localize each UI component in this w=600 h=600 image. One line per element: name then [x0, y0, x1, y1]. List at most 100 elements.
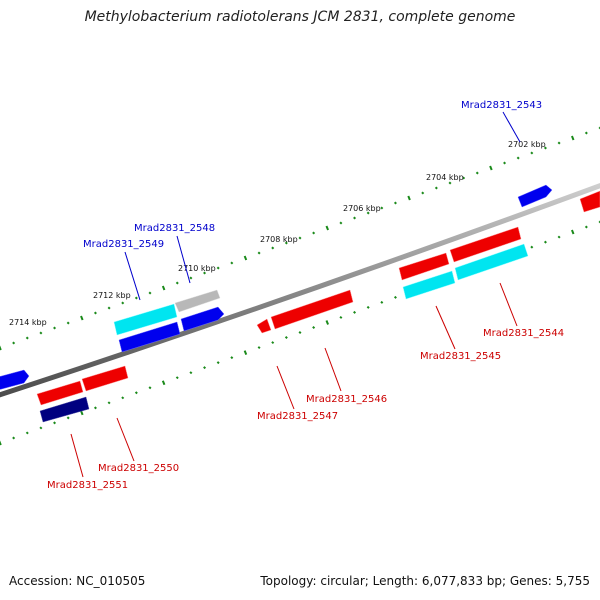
- major-tick: [0, 440, 2, 446]
- minor-tick: [543, 146, 547, 150]
- leader-2551: [70, 433, 84, 478]
- minor-tick: [203, 271, 207, 275]
- gene-label-2543[interactable]: Mrad2831_2543: [461, 100, 542, 111]
- gene-arrow-2544-cyan[interactable]: [454, 243, 529, 281]
- gene-arrow-2551-navy[interactable]: [39, 396, 90, 423]
- minor-tick: [366, 211, 370, 215]
- gene-label-2549[interactable]: Mrad2831_2549: [83, 239, 164, 250]
- minor-tick: [393, 295, 397, 299]
- minor-tick: [584, 131, 588, 135]
- gene-arrow-2551-red[interactable]: [36, 380, 84, 406]
- minor-tick: [230, 356, 234, 360]
- minor-tick: [66, 416, 70, 420]
- minor-tick: [298, 331, 302, 334]
- scale-label-2710: 2710 kbp: [178, 264, 216, 273]
- gene-arrow-red-right[interactable]: [579, 190, 600, 213]
- minor-tick: [53, 326, 57, 330]
- minor-tick: [598, 126, 600, 130]
- gene-arrow-2546[interactable]: [270, 289, 354, 330]
- gene-arrow-2543[interactable]: [517, 184, 553, 208]
- minor-tick: [503, 161, 507, 165]
- gene-arrow-forward-left[interactable]: [0, 369, 30, 390]
- minor-tick: [421, 191, 425, 195]
- gene-label-2548[interactable]: Mrad2831_2548: [134, 223, 215, 234]
- gene-arrow-2549-cyan[interactable]: [113, 303, 178, 336]
- gene-label-2544[interactable]: Mrad2831_2544: [483, 328, 564, 339]
- gene-label-2545[interactable]: Mrad2831_2545: [420, 351, 501, 362]
- gene-arrow-2547[interactable]: [256, 318, 272, 334]
- gene-arrow-2550[interactable]: [81, 365, 129, 392]
- minor-tick: [312, 325, 316, 329]
- minor-tick: [257, 251, 261, 255]
- minor-tick: [380, 206, 384, 210]
- minor-tick: [434, 186, 438, 190]
- reverse-genes: [36, 190, 600, 423]
- leader-2547: [276, 365, 295, 410]
- minor-tick: [189, 276, 193, 280]
- minor-tick: [121, 301, 125, 305]
- leader-2550: [116, 417, 135, 462]
- minor-tick: [530, 245, 534, 249]
- minor-tick: [25, 336, 29, 340]
- major-tick: [325, 225, 330, 231]
- scale-label-2708: 2708 kbp: [260, 235, 298, 244]
- scale-label-2712: 2712 kbp: [93, 291, 131, 300]
- minor-tick: [203, 366, 207, 370]
- gene-arrow-forward-mid[interactable]: [180, 306, 225, 332]
- minor-tick: [271, 246, 275, 250]
- gene-label-2550[interactable]: Mrad2831_2550: [98, 463, 179, 474]
- minor-tick: [39, 426, 43, 430]
- minor-tick: [543, 240, 547, 244]
- minor-tick: [216, 361, 220, 365]
- major-tick: [325, 320, 330, 325]
- minor-tick: [216, 266, 220, 270]
- major-tick: [0, 345, 2, 351]
- gene-label-2546[interactable]: Mrad2831_2546: [306, 394, 387, 405]
- gene-arrow-2545-cyan[interactable]: [402, 270, 456, 300]
- gene-label-2547[interactable]: Mrad2831_2547: [257, 411, 338, 422]
- scale-label-2704: 2704 kbp: [426, 173, 464, 182]
- forward-genes: [0, 184, 553, 390]
- minor-tick: [598, 220, 600, 224]
- minor-tick: [93, 311, 97, 315]
- minor-tick: [462, 176, 466, 180]
- minor-tick: [366, 305, 370, 309]
- leader-2543: [502, 111, 521, 143]
- scale-label-2706: 2706 kbp: [343, 204, 381, 213]
- minor-tick: [516, 156, 520, 160]
- minor-tick: [298, 236, 302, 240]
- scale-label-2714: 2714 kbp: [9, 318, 47, 327]
- minor-tick: [393, 201, 397, 205]
- scale-label-2702: 2702 kbp: [508, 140, 546, 149]
- genome-backbone: [0, 183, 600, 398]
- gene-arrow-2544-red[interactable]: [449, 226, 522, 263]
- minor-tick: [230, 261, 234, 265]
- leader-2545: [435, 305, 456, 350]
- leader-2544: [499, 282, 518, 327]
- minor-tick: [134, 391, 138, 395]
- leader-2549: [124, 251, 141, 301]
- minor-tick: [448, 181, 452, 185]
- minor-tick: [312, 231, 316, 235]
- gene-arrow-2548[interactable]: [174, 289, 221, 313]
- minor-tick: [584, 225, 588, 229]
- genome-summary-text: Topology: circular; Length: 6,077,833 bp…: [260, 574, 590, 588]
- gene-arrow-2545-red[interactable]: [398, 252, 450, 281]
- minor-tick: [380, 300, 384, 304]
- minor-tick: [121, 396, 125, 400]
- minor-tick: [175, 376, 179, 380]
- minor-tick: [134, 296, 138, 300]
- minor-tick: [189, 371, 193, 375]
- accession-text: Accession: NC_010505: [9, 574, 146, 588]
- minor-tick: [557, 235, 561, 239]
- major-tick: [243, 255, 248, 261]
- gene-labels: Mrad2831_2543 Mrad2831_2548 Mrad2831_254…: [47, 100, 564, 491]
- minor-tick: [257, 346, 261, 350]
- gene-arrow-2549-blue[interactable]: [118, 321, 181, 353]
- gene-label-2551[interactable]: Mrad2831_2551: [47, 480, 128, 491]
- minor-tick: [175, 281, 179, 285]
- minor-tick: [271, 341, 275, 345]
- minor-tick: [66, 321, 70, 325]
- scale-labels: 2702 kbp 2704 kbp 2706 kbp 2708 kbp 2710…: [9, 140, 546, 327]
